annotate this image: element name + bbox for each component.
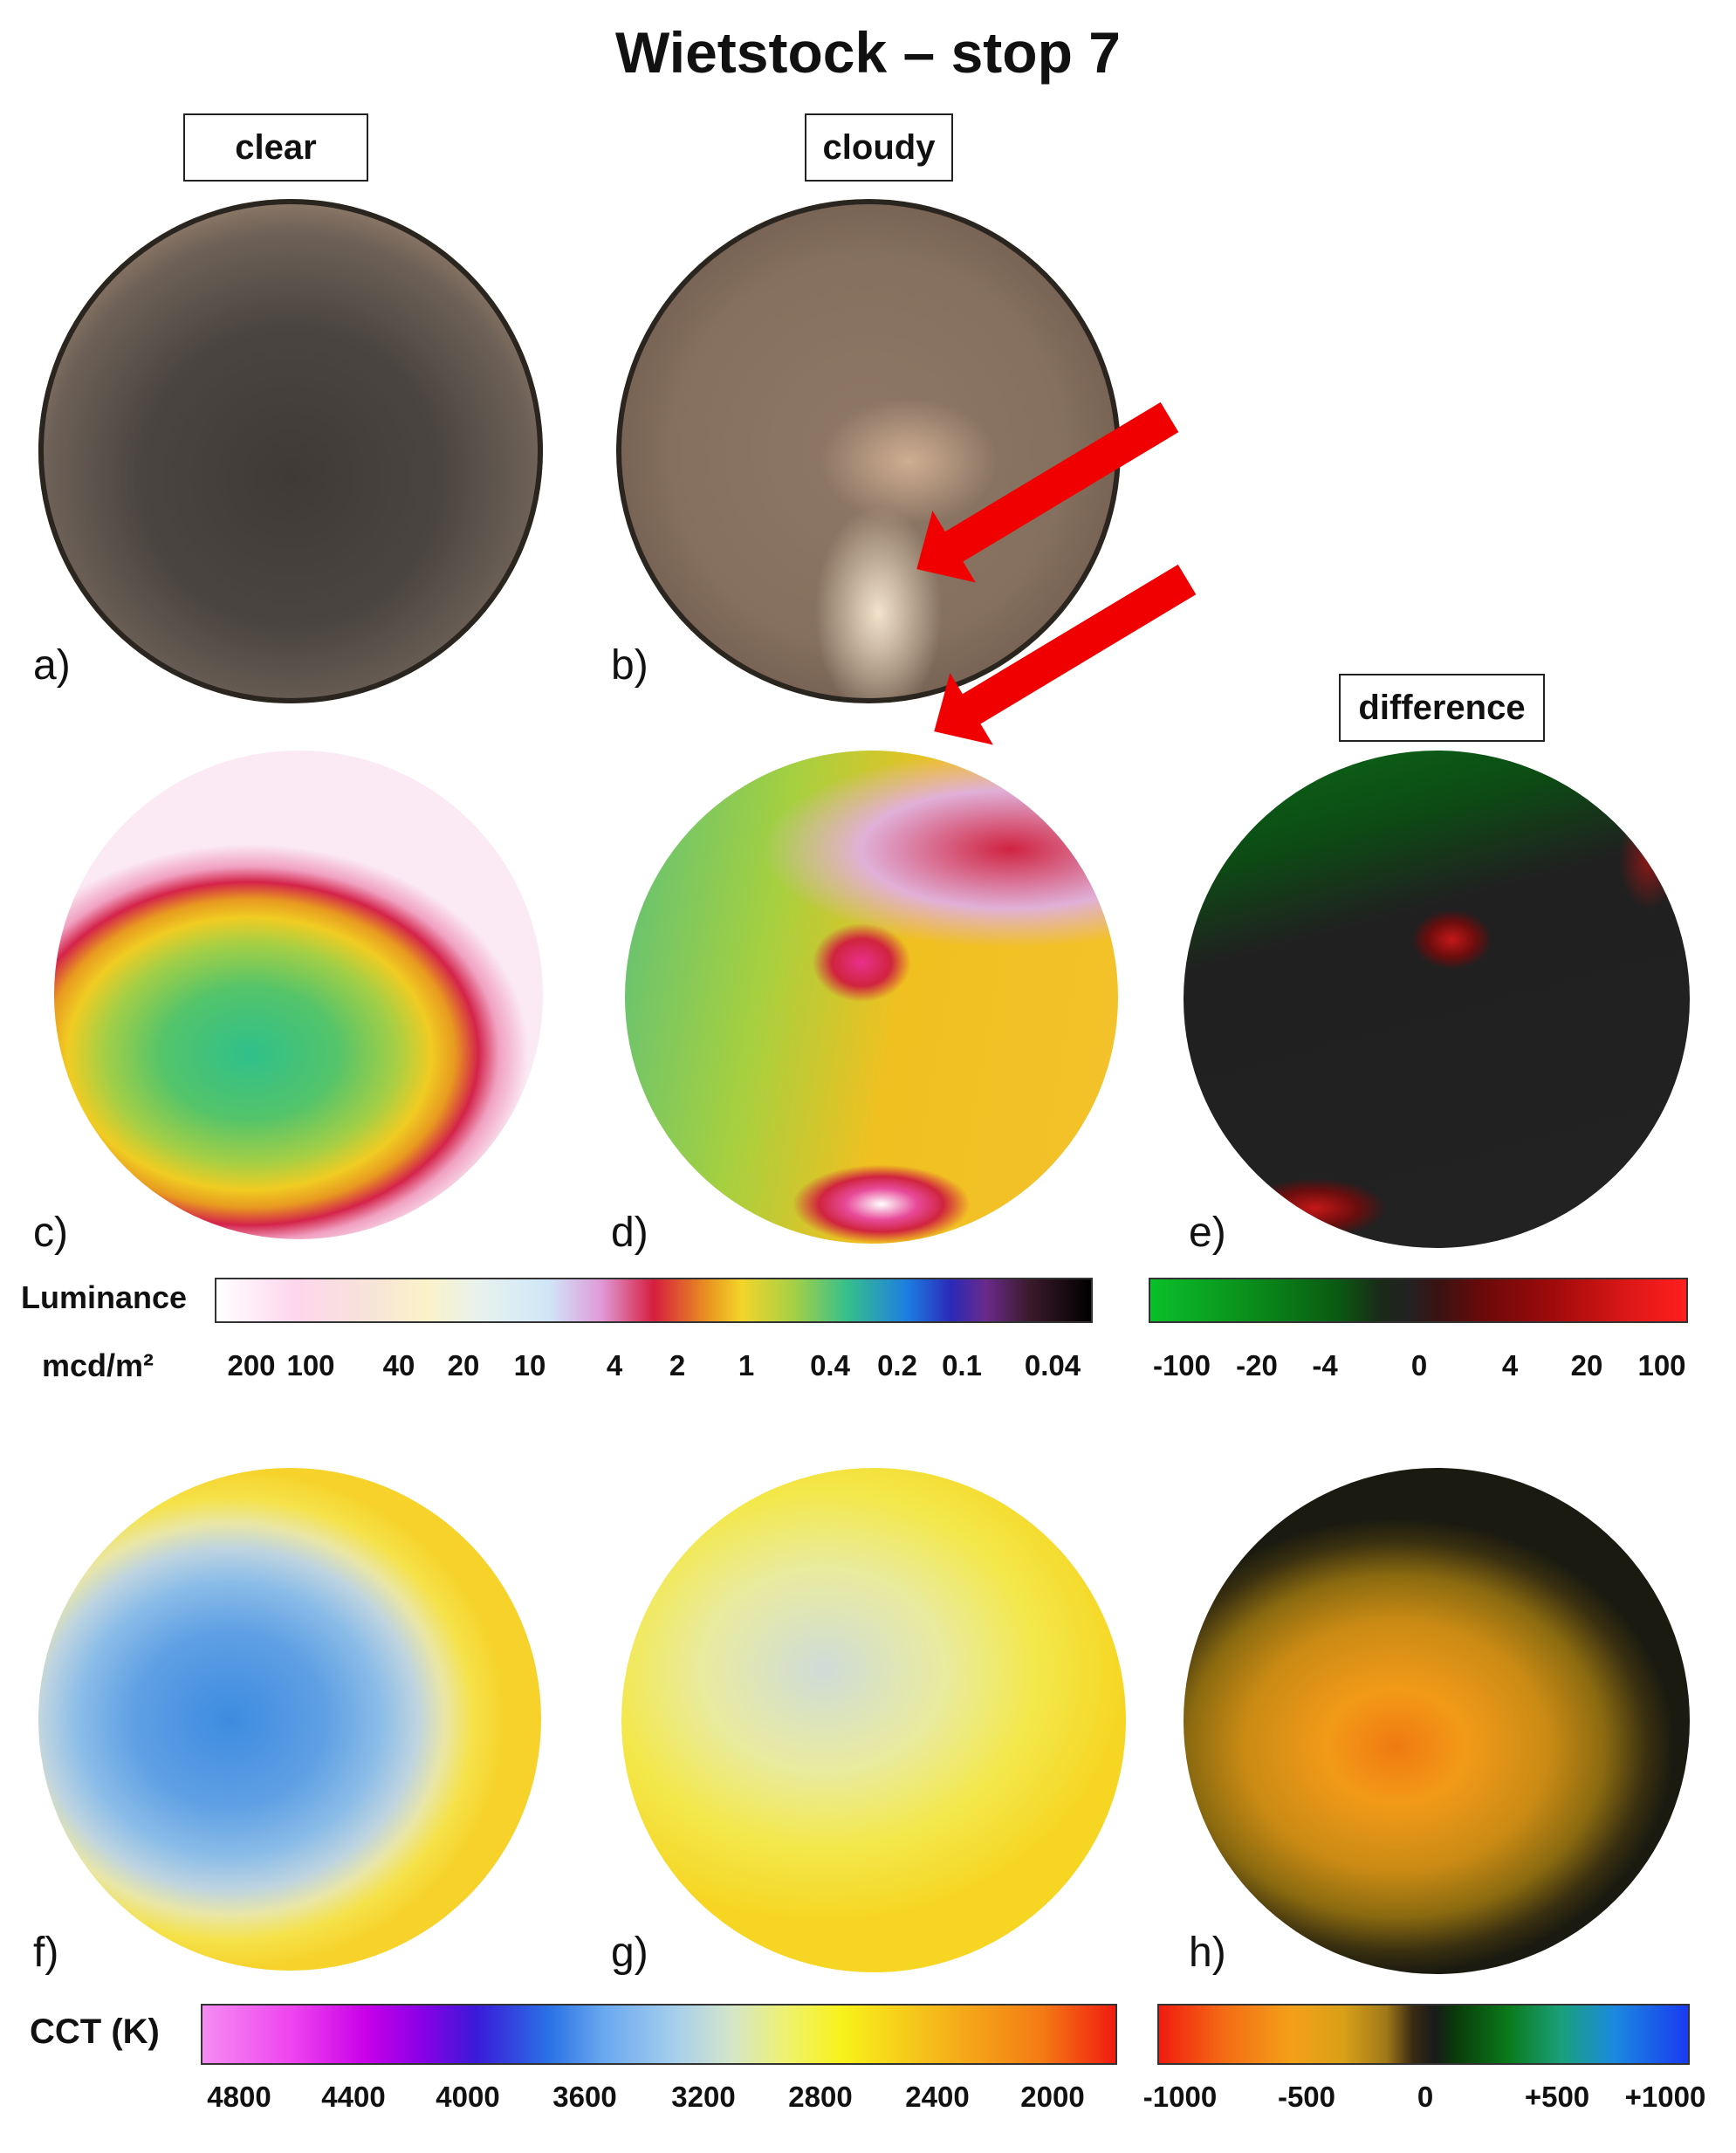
cct-difference-color-bar	[1157, 2004, 1690, 2065]
luminance-difference-tick-label: -100	[1152, 1349, 1211, 1382]
label-clear: clear	[183, 113, 368, 182]
panel-label-d: d)	[611, 1210, 648, 1256]
luminance-tick-label: 20	[447, 1349, 480, 1382]
label-difference: difference	[1339, 674, 1545, 742]
luminance-tick-label: 0.1	[942, 1349, 982, 1382]
luminance-tick-label: 2	[669, 1349, 686, 1382]
sky-photo-cloudy	[616, 199, 1121, 703]
cct-difference-tick-label: -500	[1277, 2081, 1336, 2113]
luminance-tick-label: 4	[606, 1349, 623, 1382]
luminance-tick-label: 40	[382, 1349, 415, 1382]
luminance-difference-tick-label: 4	[1501, 1349, 1519, 1382]
luminance-tick-label: 100	[286, 1349, 335, 1382]
panel-label-e: e)	[1189, 1210, 1226, 1256]
cct-tick-label: 4400	[321, 2081, 386, 2113]
luminance-difference-color-bar	[1149, 1278, 1688, 1323]
luminance-tick-label: 1	[738, 1349, 755, 1382]
panel-label-h: h)	[1189, 1930, 1226, 1976]
panel-label-a: a)	[33, 642, 71, 689]
luminance-difference-tick-label: 20	[1570, 1349, 1603, 1382]
cct-tick-label: 2000	[1020, 2081, 1085, 2113]
sky-photo-clear	[38, 199, 543, 703]
luminance-tick-label: 10	[513, 1349, 546, 1382]
panel-label-f: f)	[33, 1930, 59, 1976]
cct-difference-tick-label: -1000	[1142, 2081, 1218, 2113]
luminance-tick-label: 0.4	[810, 1349, 850, 1382]
cct-difference-tick-label: 0	[1417, 2081, 1434, 2113]
panel-label-b: b)	[611, 642, 648, 689]
figure-title: Wietstock – stop 7	[615, 20, 1121, 85]
panel-label-g: g)	[611, 1930, 648, 1976]
cct-tick-label: 3200	[671, 2081, 736, 2113]
cct-color-bar	[201, 2004, 1117, 2065]
luminance-title: Luminance	[21, 1279, 188, 1315]
cct-title: CCT (K)	[30, 2012, 160, 2051]
luminance-difference-tick-label: -4	[1312, 1349, 1338, 1382]
cct-tick-label: 2800	[788, 2081, 853, 2113]
cct-difference-tick-label: +500	[1524, 2081, 1590, 2113]
luminance-difference-tick-label: -20	[1236, 1349, 1278, 1382]
luminance-tick-label: 0.2	[877, 1349, 917, 1382]
luminance-unit: mcd/m²	[42, 1347, 154, 1383]
cct-tick-label: 4000	[436, 2081, 500, 2113]
cct-tick-label: 2400	[905, 2081, 970, 2113]
cct-difference-tick-label: +1000	[1624, 2081, 1706, 2113]
cct-tick-label: 4800	[207, 2081, 271, 2113]
luminance-difference-tick-label: 0	[1410, 1349, 1428, 1382]
luminance-difference-map	[1184, 751, 1690, 1248]
label-cloudy: cloudy	[805, 113, 953, 182]
luminance-difference-tick-label: 100	[1637, 1349, 1686, 1382]
cct-tick-label: 3600	[552, 2081, 617, 2113]
luminance-color-bar	[215, 1278, 1093, 1323]
luminance-map-cloudy	[625, 751, 1118, 1244]
cct-difference-map	[1184, 1468, 1690, 1974]
cct-map-cloudy	[621, 1468, 1126, 1972]
cct-map-clear	[38, 1468, 541, 1971]
panel-label-c: c)	[33, 1210, 68, 1256]
luminance-tick-label: 0.04	[1024, 1349, 1081, 1382]
luminance-map-clear	[54, 751, 543, 1239]
luminance-tick-label: 200	[227, 1349, 276, 1382]
